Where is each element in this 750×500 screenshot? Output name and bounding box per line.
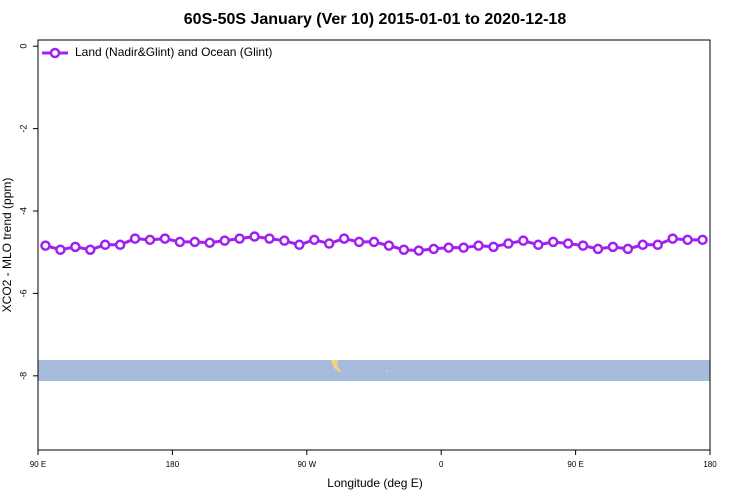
data-point xyxy=(99,239,111,251)
data-point xyxy=(204,237,215,248)
x-tick-label: 90 E xyxy=(30,460,46,469)
y-tick-label: -6 xyxy=(18,289,28,297)
data-point xyxy=(368,236,380,248)
y-tick-label: -8 xyxy=(18,372,28,380)
data-point xyxy=(622,243,634,255)
data-point xyxy=(533,239,544,251)
data-point xyxy=(413,245,425,256)
data-point xyxy=(294,239,305,251)
legend-marker xyxy=(49,47,61,59)
data-point xyxy=(518,235,529,246)
x-tick-label: 90 W xyxy=(297,460,316,469)
data-point xyxy=(353,236,365,248)
x-tick-label: 180 xyxy=(703,460,717,469)
data-point xyxy=(562,238,574,249)
data-point xyxy=(577,240,589,251)
data-point xyxy=(398,244,410,255)
data-point xyxy=(234,233,245,244)
y-axis-label: XCO2 - MLO trend (ppm) xyxy=(0,178,14,313)
data-point xyxy=(309,234,320,246)
legend: Land (Nadir&Glint) and Ocean (Glint) xyxy=(42,45,272,59)
data-point xyxy=(592,243,604,255)
data-point xyxy=(114,239,126,251)
data-point xyxy=(85,244,96,255)
data-point xyxy=(488,241,499,253)
data-point xyxy=(249,231,260,242)
data-point xyxy=(547,236,559,248)
y-tick-label: -2 xyxy=(18,125,28,133)
data-point xyxy=(323,238,335,249)
chart-title: 60S-50S January (Ver 10) 2015-01-01 to 2… xyxy=(184,11,567,28)
data-point xyxy=(443,242,454,253)
data-point xyxy=(607,241,619,253)
data-point xyxy=(129,233,141,244)
map-strip xyxy=(38,360,710,381)
data-point xyxy=(458,242,469,253)
data-point xyxy=(70,241,81,253)
data-point xyxy=(159,233,171,244)
data-point xyxy=(697,234,708,246)
x-tick-label: 90 E xyxy=(567,460,583,469)
x-tick-label: 0 xyxy=(439,460,444,469)
x-axis-label: Longitude (deg E) xyxy=(327,476,422,490)
y-tick-label: -4 xyxy=(18,207,28,215)
x-tick-label: 180 xyxy=(166,460,180,469)
data-point xyxy=(637,239,649,251)
data-point xyxy=(428,243,439,255)
data-point xyxy=(338,233,350,244)
data-point xyxy=(383,240,395,251)
legend-label: Land (Nadir&Glint) and Ocean (Glint) xyxy=(75,45,272,59)
data-point xyxy=(40,240,51,251)
data-point xyxy=(174,236,186,248)
data-point xyxy=(55,244,66,255)
data-point xyxy=(264,233,275,244)
data-point xyxy=(652,239,663,251)
data-point xyxy=(667,233,678,244)
data-point xyxy=(473,240,484,251)
data-point xyxy=(144,234,156,246)
y-tick-label: 0 xyxy=(18,44,28,49)
plot-frame xyxy=(37,39,711,451)
data-point xyxy=(279,235,290,246)
data-point xyxy=(189,236,201,248)
data-point xyxy=(682,234,693,246)
data-point xyxy=(503,238,514,249)
data-point xyxy=(219,235,230,246)
